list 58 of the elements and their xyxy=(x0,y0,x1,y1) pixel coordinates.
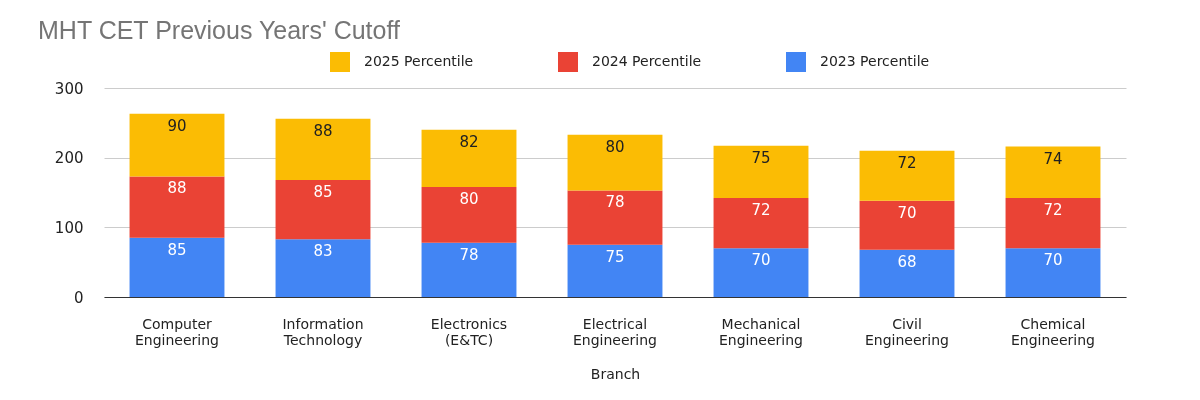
x-tick-label: Electrical Engineering xyxy=(573,315,657,348)
data-label: 68 xyxy=(897,252,917,271)
bar xyxy=(1005,248,1101,297)
chart-title: MHT CET Previous Years' Cutoff xyxy=(38,16,400,44)
x-tick-label: Information Technology xyxy=(282,315,364,348)
bar xyxy=(275,239,371,297)
bar xyxy=(859,200,955,250)
x-tick-label: Civil Engineering xyxy=(865,315,949,348)
bar xyxy=(713,248,809,297)
data-label: 74 xyxy=(1043,149,1063,168)
x-tick-label: Chemical Engineering xyxy=(1011,315,1095,348)
bar xyxy=(421,242,517,297)
data-label: 90 xyxy=(167,116,187,135)
data-label: 78 xyxy=(605,193,625,212)
y-tick-label: 100 xyxy=(54,218,84,237)
x-axis-title: Branch xyxy=(590,365,641,382)
bar xyxy=(129,237,225,297)
legend-label: 2024 Percentile xyxy=(592,53,702,69)
bar xyxy=(859,150,955,201)
data-label: 70 xyxy=(1043,251,1063,270)
legend-label: 2023 Percentile xyxy=(820,53,930,69)
x-tick-label: Mechanical Engineering xyxy=(719,315,803,348)
data-label: 75 xyxy=(751,148,771,167)
y-tick-label: 0 xyxy=(73,288,84,307)
data-label: 88 xyxy=(313,121,333,140)
data-label: 72 xyxy=(751,201,771,220)
data-label: 88 xyxy=(167,179,187,198)
bar xyxy=(713,198,809,249)
data-label: 83 xyxy=(313,242,333,261)
bar xyxy=(567,134,663,191)
data-label: 85 xyxy=(313,182,333,201)
data-label: 85 xyxy=(167,240,187,259)
bar xyxy=(275,179,371,240)
data-label: 75 xyxy=(605,247,625,266)
data-label: 70 xyxy=(751,251,771,270)
data-label: 70 xyxy=(897,203,917,222)
data-label: 80 xyxy=(459,189,479,208)
legend-label: 2025 Percentile xyxy=(364,53,474,69)
y-tick-label: 200 xyxy=(54,149,84,168)
bar xyxy=(567,190,663,245)
x-tick-label: Computer Engineering xyxy=(135,315,219,348)
bar xyxy=(1005,198,1101,249)
data-label: 78 xyxy=(459,245,479,264)
bar xyxy=(421,186,517,243)
y-tick-label: 300 xyxy=(54,79,84,98)
bar xyxy=(1005,146,1101,199)
bar xyxy=(129,113,225,177)
bar xyxy=(421,129,517,187)
bar xyxy=(275,118,371,180)
data-label: 80 xyxy=(605,137,625,156)
bar xyxy=(129,176,225,238)
x-tick-label: Electronics (E&TC) xyxy=(430,315,508,348)
data-label: 82 xyxy=(459,132,479,151)
bar xyxy=(713,145,809,199)
bar xyxy=(567,244,663,297)
bar xyxy=(859,249,955,297)
data-label: 72 xyxy=(897,153,917,172)
data-label: 72 xyxy=(1043,201,1063,220)
